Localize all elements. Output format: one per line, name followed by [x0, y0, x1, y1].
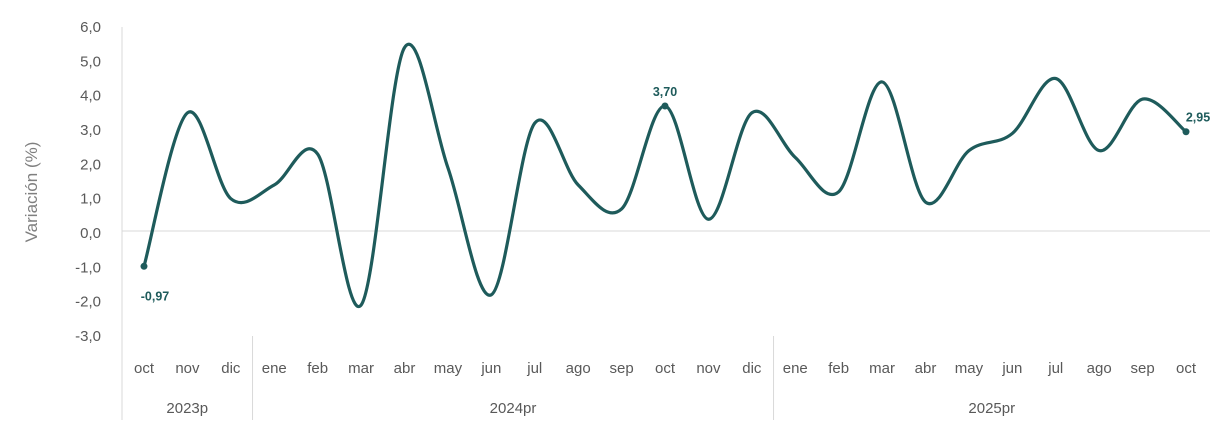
x-tick-label: nov	[696, 360, 721, 377]
labeled-point-marker	[661, 102, 669, 110]
labeled-point-marker	[1182, 128, 1190, 136]
y-tick-label: 0,0	[80, 225, 101, 242]
x-tick-label: abr	[394, 360, 416, 377]
x-tick-label: mar	[348, 360, 374, 377]
x-tick-label: dic	[221, 360, 241, 377]
data-label: -0,97	[141, 289, 170, 303]
x-tick-label: dic	[742, 360, 762, 377]
data-label: 2,95	[1186, 111, 1210, 125]
x-group-label: 2024pr	[490, 400, 537, 417]
x-tick-label: ago	[566, 360, 591, 377]
y-tick-label: 6,0	[80, 19, 101, 36]
x-tick-label: jul	[526, 360, 542, 377]
y-tick-label: -3,0	[75, 328, 101, 345]
y-tick-label: 4,0	[80, 88, 101, 105]
x-tick-label: feb	[828, 360, 849, 377]
series-line	[142, 42, 1188, 309]
x-tick-label: abr	[915, 360, 937, 377]
x-tick-label: sep	[609, 360, 633, 377]
y-axis-title: Variación (%)	[22, 142, 41, 243]
x-tick-label: ene	[262, 360, 287, 377]
x-tick-label: may	[955, 360, 984, 377]
x-tick-label: mar	[869, 360, 895, 377]
y-tick-label: 2,0	[80, 156, 101, 173]
x-tick-label: feb	[307, 360, 328, 377]
x-tick-label: ago	[1087, 360, 1112, 377]
x-tick-label: oct	[1176, 360, 1197, 377]
axis-layer: 6,0 5,0 4,0 3,0 2,0 1,0 0,0 -1,0 -2,0 -3,0 oct nov d…	[75, 19, 1210, 420]
x-tick-label: nov	[175, 360, 200, 377]
x-tick-label: ene	[783, 360, 808, 377]
y-tick-label: 5,0	[80, 53, 101, 70]
x-group-label: 2023p	[166, 400, 208, 417]
x-tick-label: jun	[1001, 360, 1022, 377]
x-tick-label: jun	[480, 360, 501, 377]
y-tick-label: -1,0	[75, 259, 101, 276]
x-tick-label: oct	[655, 360, 676, 377]
data-label: 3,70	[653, 85, 677, 99]
x-group-label: 2025pr	[968, 400, 1015, 417]
x-tick-label: sep	[1130, 360, 1154, 377]
y-tick-label: 3,0	[80, 122, 101, 139]
x-tick-label: jul	[1047, 360, 1063, 377]
y-tick-label: -2,0	[75, 294, 101, 311]
y-tick-label: 1,0	[80, 191, 101, 208]
labeled-point-marker	[140, 262, 148, 270]
x-tick-label: oct	[134, 360, 155, 377]
data-label-layer: -0,97 3,70 2,95	[140, 85, 1210, 303]
x-tick-label: may	[434, 360, 463, 377]
series-layer	[142, 42, 1188, 309]
